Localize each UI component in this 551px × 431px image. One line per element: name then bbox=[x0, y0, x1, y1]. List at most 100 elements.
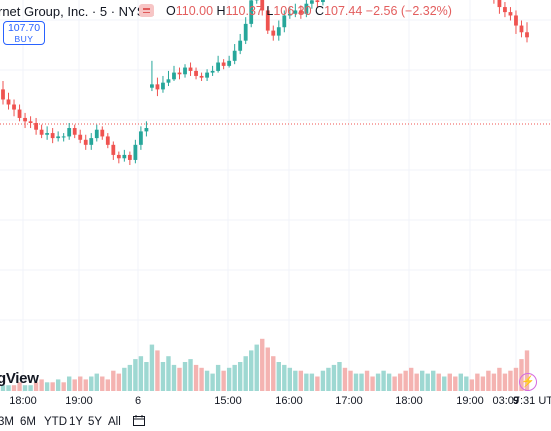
candle bbox=[111, 141, 116, 160]
volume-bar bbox=[28, 385, 33, 391]
volume-bar bbox=[298, 370, 304, 391]
candle bbox=[100, 126, 105, 140]
volume-bar bbox=[342, 367, 348, 391]
buy-label: BUY bbox=[14, 34, 34, 44]
volume-bar bbox=[149, 344, 155, 391]
range-all[interactable]: All bbox=[108, 416, 121, 428]
candle-body bbox=[127, 154, 132, 160]
candle bbox=[271, 25, 276, 41]
candle bbox=[45, 126, 50, 140]
clock-readout[interactable]: 03:07:31 UT bbox=[492, 395, 551, 407]
volume-bar bbox=[375, 373, 381, 391]
lightning-icon[interactable]: ⚡ bbox=[519, 373, 537, 391]
volume-bar bbox=[0, 385, 6, 391]
buy-button[interactable]: 107.70 BUY bbox=[3, 21, 45, 45]
collapse-toggle-icon[interactable] bbox=[139, 4, 154, 17]
candle-body bbox=[34, 122, 38, 130]
candle bbox=[39, 124, 44, 139]
candle bbox=[243, 17, 248, 45]
low-value: 106.30 bbox=[273, 4, 312, 18]
time-label: 6 bbox=[134, 395, 142, 407]
range-5y[interactable]: 5Y bbox=[88, 416, 103, 428]
volume-bar bbox=[331, 364, 337, 391]
volume-bar bbox=[243, 356, 248, 391]
volume-bar bbox=[320, 370, 326, 391]
volume-bar bbox=[50, 382, 55, 391]
candle-body bbox=[188, 67, 193, 71]
candle-body bbox=[111, 144, 116, 155]
symbol-title[interactable]: rnet Group, Inc. · 5 · NYSE bbox=[0, 4, 155, 19]
volume-bar bbox=[116, 373, 122, 391]
volume-bar bbox=[287, 367, 293, 391]
volume-bar bbox=[381, 370, 386, 391]
tradingview-logo[interactable]: gView bbox=[0, 370, 39, 387]
volume-bar bbox=[408, 367, 414, 391]
volume-bar bbox=[491, 373, 497, 391]
candle-body bbox=[133, 144, 138, 160]
volume-bar bbox=[83, 379, 88, 391]
candle-body bbox=[144, 128, 149, 132]
volume-bar bbox=[425, 373, 430, 391]
volume-bar bbox=[182, 362, 188, 391]
volume-bar bbox=[44, 382, 50, 391]
candle bbox=[210, 65, 215, 76]
candle bbox=[166, 70, 171, 87]
candle bbox=[232, 44, 237, 65]
candle bbox=[188, 62, 193, 76]
volume-bar bbox=[55, 379, 61, 391]
candle-body bbox=[265, 10, 270, 31]
volume-bar bbox=[293, 370, 298, 391]
candle bbox=[89, 133, 94, 150]
candle-body bbox=[67, 128, 72, 137]
candlesticks bbox=[1, 0, 529, 165]
volume-bar bbox=[171, 364, 177, 391]
volume-bar bbox=[276, 362, 281, 391]
volume-bar bbox=[502, 373, 508, 391]
range-3m[interactable]: 3M bbox=[0, 416, 14, 428]
candle bbox=[221, 59, 226, 70]
candle-body bbox=[199, 75, 204, 78]
candle-body bbox=[122, 154, 127, 159]
candle bbox=[94, 124, 99, 142]
range-ytd[interactable]: YTD bbox=[44, 416, 67, 428]
volume-bar bbox=[513, 367, 519, 391]
range-1y[interactable]: 1Y bbox=[69, 416, 84, 428]
open-label: O bbox=[166, 4, 176, 18]
time-label: 9 bbox=[512, 395, 520, 407]
time-label: 19:00 bbox=[65, 395, 93, 407]
candle bbox=[287, 7, 292, 19]
calendar-icon[interactable] bbox=[133, 415, 145, 426]
candle-body bbox=[503, 7, 507, 13]
volume-bar bbox=[271, 356, 276, 391]
candle bbox=[194, 67, 198, 80]
volume-bar bbox=[133, 359, 138, 391]
range-6m[interactable]: 6M bbox=[20, 416, 36, 428]
volume-bar bbox=[353, 373, 359, 391]
candle-body bbox=[194, 70, 198, 76]
candle-body bbox=[276, 27, 281, 36]
candle-body bbox=[238, 40, 243, 51]
volume-bar bbox=[364, 370, 370, 391]
candle bbox=[514, 10, 518, 34]
candle-body bbox=[183, 67, 187, 75]
candle-body bbox=[28, 121, 33, 123]
candle-body bbox=[260, 0, 265, 11]
low-label: L bbox=[266, 4, 274, 18]
candle bbox=[72, 124, 77, 139]
candle-body bbox=[519, 25, 524, 33]
volume-bar bbox=[17, 382, 22, 391]
candle bbox=[155, 77, 160, 97]
time-label: 18:00 bbox=[395, 395, 423, 407]
candle-body bbox=[89, 138, 94, 145]
candle bbox=[122, 149, 127, 162]
candle bbox=[150, 60, 154, 92]
volume-bar bbox=[127, 364, 133, 391]
candle bbox=[315, 0, 320, 8]
symbol-header: rnet Group, Inc. · 5 · NYSE O110.00 H110… bbox=[0, 0, 551, 22]
candle bbox=[12, 99, 16, 117]
volume-bar bbox=[386, 373, 392, 391]
time-label: 15:00 bbox=[214, 395, 242, 407]
volume-bar bbox=[105, 379, 110, 391]
volume-bar bbox=[254, 344, 259, 391]
